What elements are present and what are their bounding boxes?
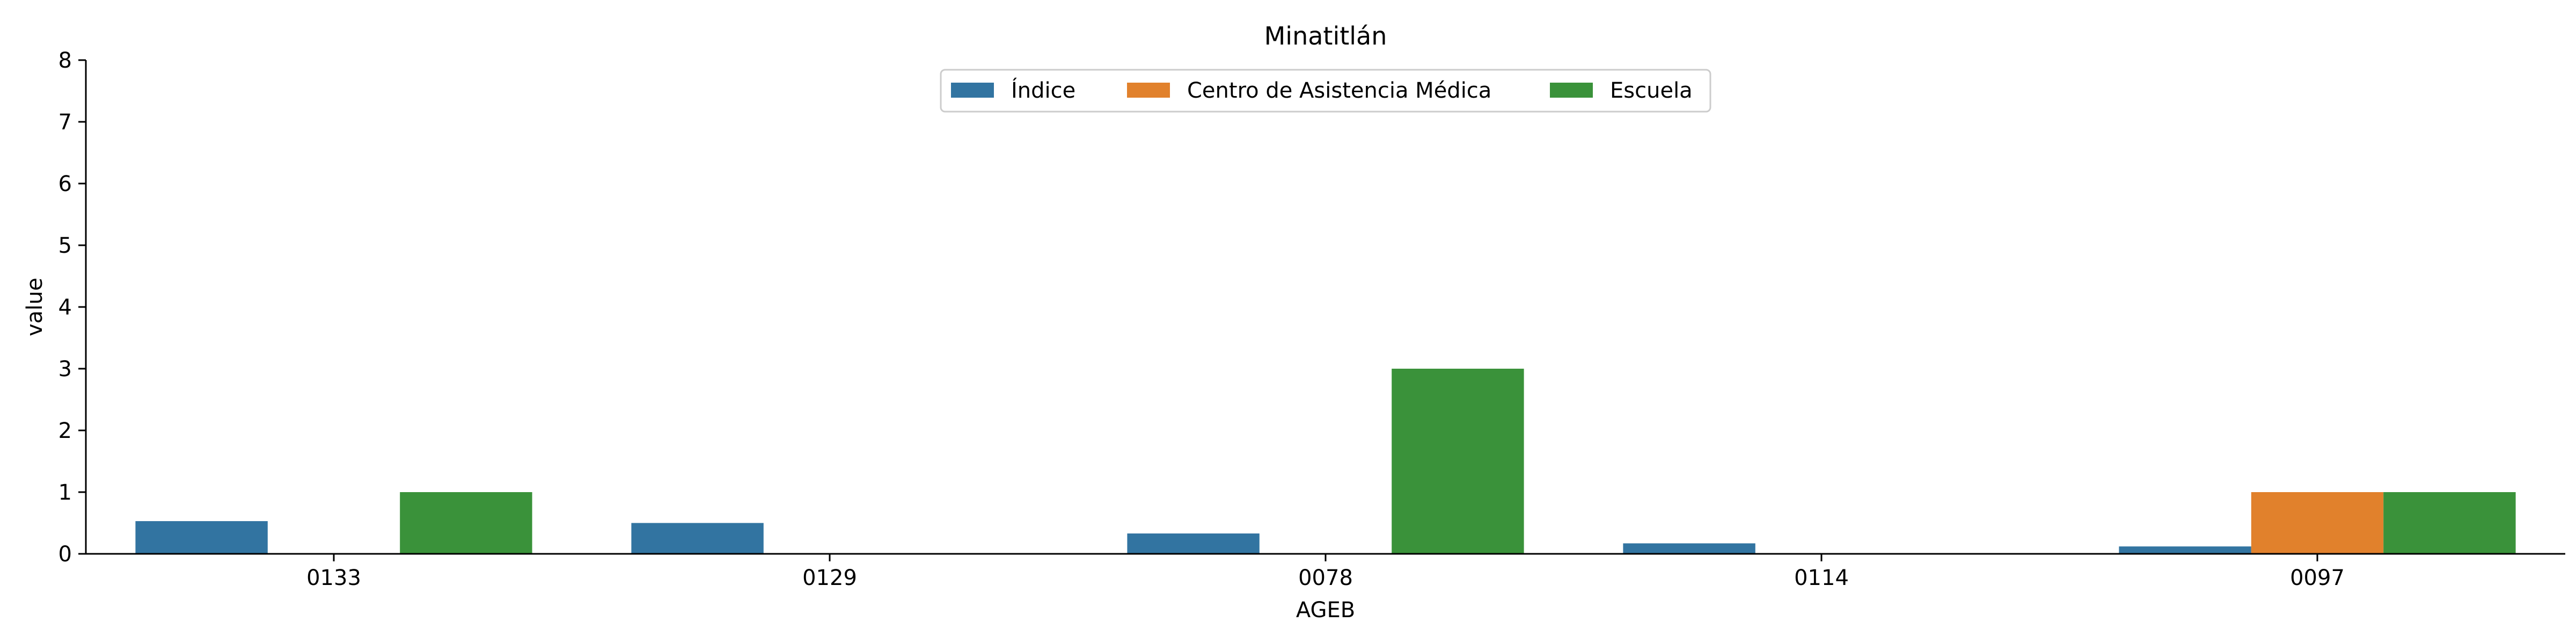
bar [1392,369,1524,554]
bar [631,523,764,554]
legend-swatch [951,83,994,98]
y-tick-label: 2 [58,419,72,443]
bar [400,492,532,554]
bars [135,369,2516,554]
y-axis: 0 1 2 3 4 5 6 7 8 [58,48,86,567]
bar [135,521,268,554]
x-tick-label: 0097 [2290,566,2345,590]
y-tick-label: 1 [58,480,72,505]
bar [1127,533,1260,554]
legend-entry: Escuela [1610,78,1693,103]
chart-title: Minatitlán [1264,21,1387,50]
bar [2251,492,2384,554]
y-tick-label: 7 [58,110,72,135]
y-tick-label: 4 [58,295,72,320]
legend-entry: Índice [1011,77,1075,103]
legend: Índice Centro de Asistencia Médica Escuela [940,69,1711,113]
y-tick-label: 0 [58,542,72,567]
y-tick-label: 6 [58,172,72,196]
x-axis: 0133 0129 0078 0114 0097 [306,554,2345,590]
x-tick-label: 0078 [1298,566,1353,590]
bar [2119,546,2251,554]
y-tick-label: 8 [58,48,72,73]
bar [2383,492,2516,554]
x-tick-label: 0114 [1794,566,1849,590]
x-axis-label: AGEB [1296,598,1355,623]
y-axis-label: value [23,277,47,336]
legend-entry: Centro de Asistencia Médica [1187,78,1491,103]
y-tick-label: 5 [58,233,72,258]
legend-frame [940,69,1711,113]
y-tick-label: 3 [58,357,72,382]
x-tick-label: 0129 [802,566,857,590]
x-tick-label: 0133 [306,566,361,590]
legend-swatch [1127,83,1170,98]
bar [1623,543,1755,554]
legend-swatch [1550,83,1593,98]
